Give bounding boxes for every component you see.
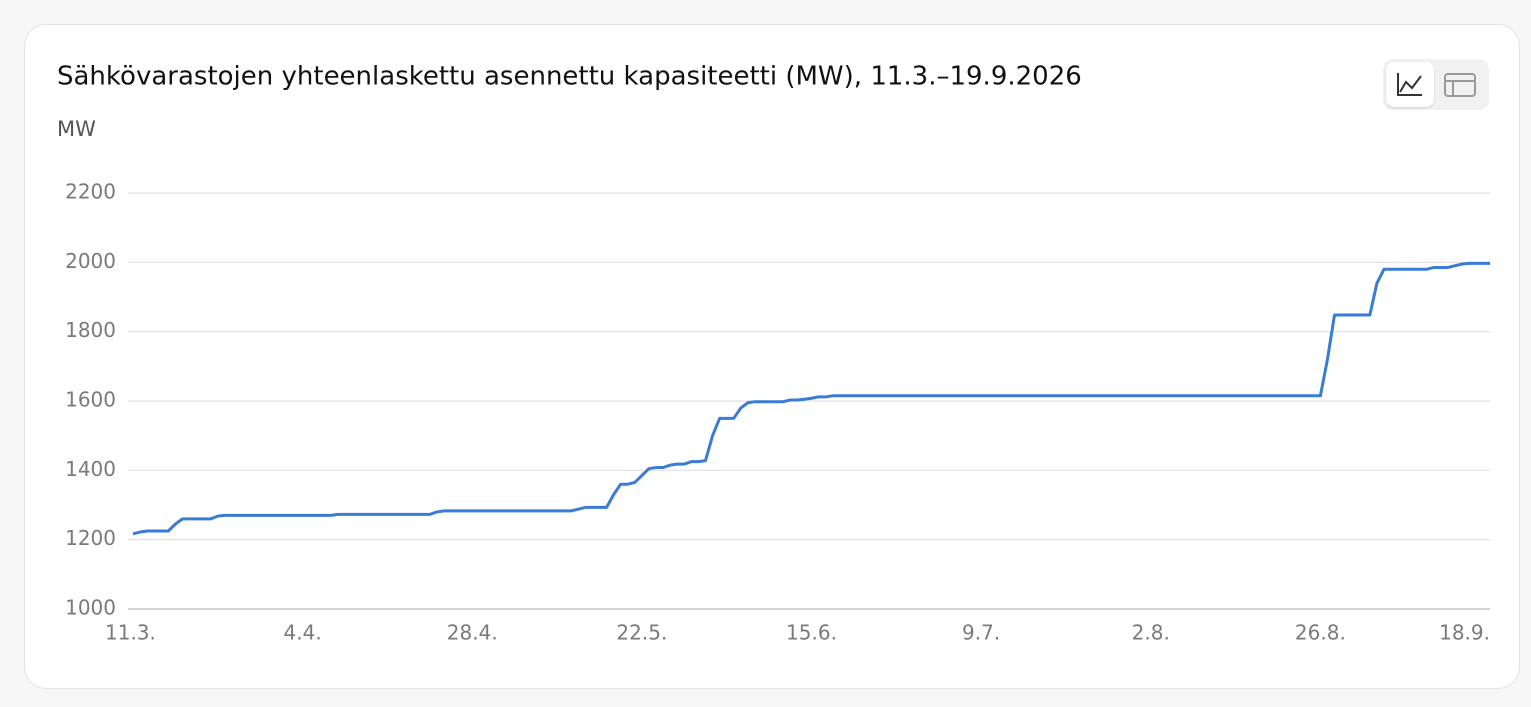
view-switch — [1383, 59, 1489, 110]
chart-view-button[interactable] — [1386, 62, 1434, 107]
chart-icon — [1397, 73, 1422, 96]
card — [24, 24, 1520, 689]
table-view-button[interactable] — [1436, 62, 1484, 107]
table-icon — [1444, 73, 1476, 97]
